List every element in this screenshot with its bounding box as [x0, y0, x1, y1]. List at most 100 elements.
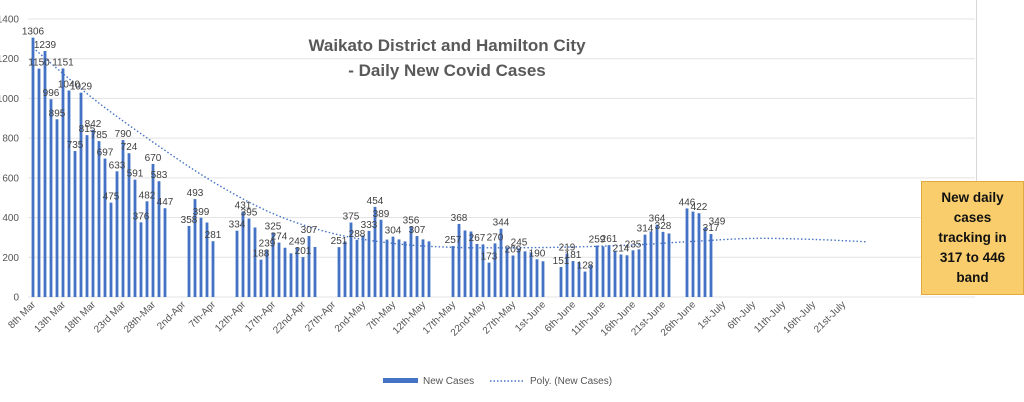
bar-day-11: [97, 141, 101, 297]
y-tick-label: 1200: [0, 54, 19, 65]
bar-day-10: [91, 129, 95, 297]
bar-day-85: [541, 261, 545, 297]
data-label: 181: [565, 250, 582, 261]
bar-day-20: [151, 163, 155, 297]
legend-bar-swatch: [383, 378, 418, 383]
bar-day-83: [529, 252, 533, 297]
data-label: 257: [445, 235, 462, 246]
bar-day-0: [31, 37, 35, 298]
bar-day-18: [139, 222, 143, 297]
data-label: 447: [157, 197, 174, 208]
bar-day-37: [253, 227, 257, 297]
callout-box: New daily cases tracking in 317 to 446 b…: [921, 181, 1024, 295]
bar-day-65: [421, 239, 425, 297]
bar-day-7: [73, 151, 77, 297]
bar-day-2: [43, 50, 47, 297]
bar-day-112: [703, 227, 707, 297]
bar-day-102: [643, 234, 647, 297]
bar-day-53: [349, 222, 353, 297]
data-label: 446: [679, 197, 696, 208]
x-tick-label: 12th-Apr: [213, 299, 248, 334]
bar-day-70: [451, 245, 455, 297]
y-tick-label: 800: [2, 134, 19, 145]
data-label: 261: [601, 234, 618, 245]
data-label: 358: [181, 215, 198, 226]
x-tick-label: 2nd-Apr: [155, 299, 188, 332]
data-label: 219: [559, 243, 576, 254]
bar-day-39: [265, 249, 269, 297]
bar-day-9: [85, 135, 89, 297]
data-label: 389: [373, 209, 390, 220]
data-label: 307: [409, 225, 426, 236]
bar-day-97: [613, 251, 617, 297]
bar-day-91: [577, 262, 581, 297]
legend-label-poly-trend: Poly. (New Cases): [530, 376, 612, 387]
data-label: 364: [649, 214, 666, 225]
x-tick-label: 1st-June: [513, 299, 548, 334]
chart-title-line-2: - Daily New Covid Cases: [348, 61, 545, 80]
bar-day-21: [157, 181, 161, 297]
bar-day-63: [409, 226, 413, 297]
data-label: 281: [205, 230, 222, 241]
bar-day-19: [145, 201, 149, 297]
x-tick-label: 21st-July: [812, 299, 848, 335]
bar-series: [31, 37, 713, 298]
data-label: 274: [271, 232, 288, 243]
bar-day-38: [259, 259, 263, 297]
bar-day-40: [271, 232, 275, 297]
data-label: 785: [91, 130, 108, 141]
x-tick-label: 13th Mar: [32, 299, 68, 335]
data-label: 399: [193, 207, 210, 218]
bar-day-22: [163, 208, 167, 297]
bar-day-51: [337, 247, 341, 297]
bar-day-95: [601, 246, 605, 297]
bar-day-55: [361, 235, 365, 297]
x-tick-label: 1st-July: [696, 299, 728, 331]
bar-day-47: [313, 246, 317, 297]
bar-day-103: [649, 231, 653, 297]
data-label: 493: [187, 188, 204, 199]
data-label: 375: [343, 212, 360, 223]
bar-day-104: [655, 224, 659, 297]
data-label: 735: [67, 140, 84, 151]
data-label: 190: [529, 248, 546, 259]
bar-day-58: [379, 219, 383, 297]
data-label: 128: [577, 261, 594, 272]
data-label: 214: [613, 244, 630, 255]
x-tick-label: 28th-Mar: [122, 299, 159, 336]
bar-day-43: [289, 253, 293, 297]
bar-day-28: [199, 217, 203, 297]
bar-day-16: [127, 153, 131, 297]
bar-day-44: [295, 247, 299, 297]
y-axis: 0 200 400 600 800 1000 1200 1400: [0, 15, 19, 304]
bar-day-75: [481, 244, 485, 297]
data-label: 842: [85, 119, 102, 130]
data-label: 317: [703, 223, 720, 234]
chart-title-line-1: Waikato District and Hamilton City: [308, 36, 586, 55]
data-label: 895: [49, 108, 66, 119]
data-label: 245: [511, 237, 528, 248]
bar-day-105: [661, 231, 665, 297]
data-label: 349: [709, 217, 726, 228]
data-label: 1040: [58, 79, 81, 90]
data-label: 1239: [34, 40, 57, 51]
x-tick-label: 2nd-May: [333, 299, 368, 334]
bar-day-96: [607, 245, 611, 297]
data-label: 697: [97, 148, 114, 159]
data-label: 209: [505, 244, 522, 255]
bar-day-30: [211, 241, 215, 297]
data-label: 251: [331, 236, 348, 247]
gridlines: [28, 18, 975, 298]
data-label: 395: [241, 208, 258, 219]
bar-day-78: [499, 228, 503, 297]
bar-day-60: [391, 236, 395, 297]
bar-day-4: [55, 119, 59, 298]
bar-day-77: [493, 243, 497, 297]
bar-day-84: [535, 259, 539, 297]
legend: New Cases Poly. (New Cases): [383, 376, 612, 387]
data-label: 314: [637, 224, 654, 235]
data-label: 996: [43, 88, 60, 99]
bar-day-89: [565, 253, 569, 297]
data-label: 239: [259, 239, 276, 250]
